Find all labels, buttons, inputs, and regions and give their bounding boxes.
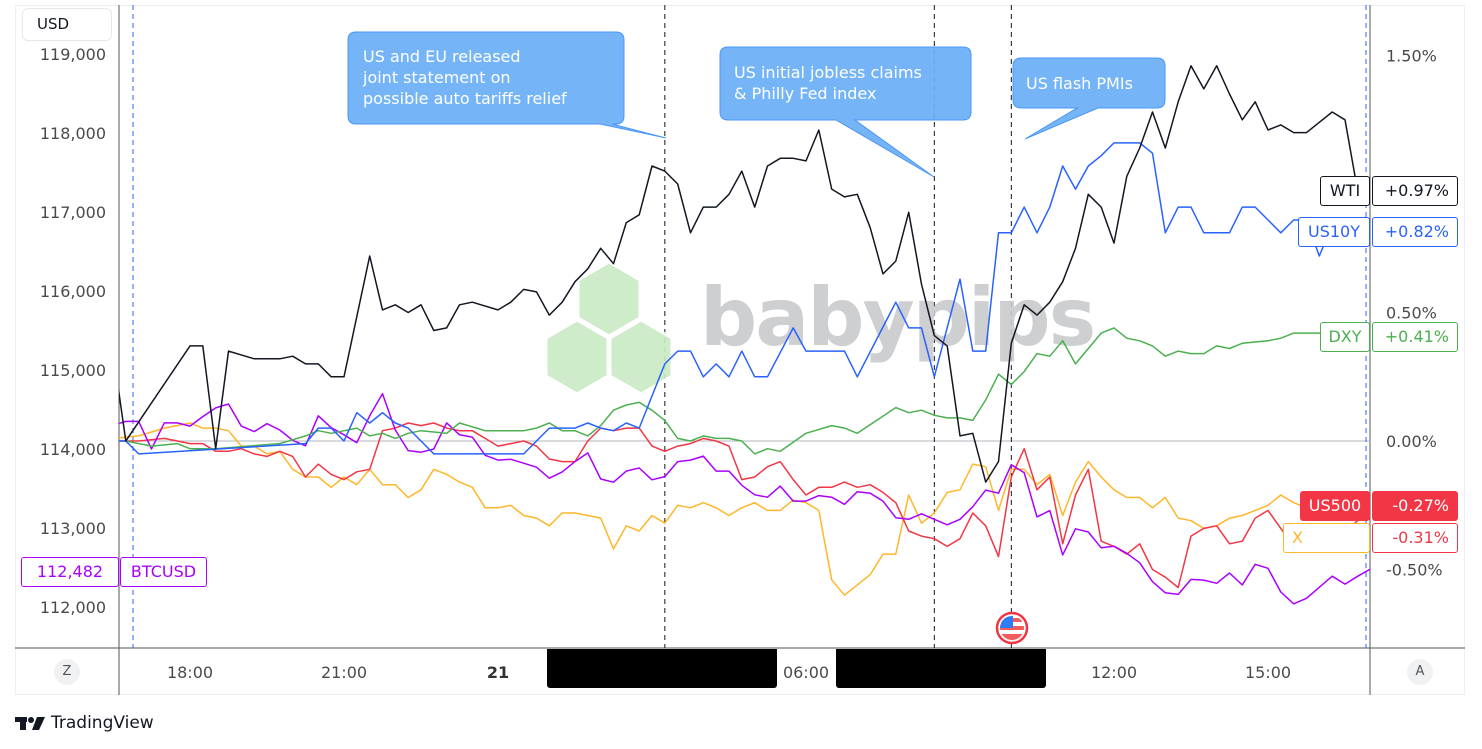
currency-button[interactable]: USD — [22, 8, 112, 41]
left-axis-tick-label: 113,000 — [40, 519, 106, 538]
time-axis-tick-label: 21:00 — [321, 663, 367, 682]
time-axis-tick-label: 21 — [487, 663, 509, 682]
us10y-value-label: +0.82% — [1372, 217, 1458, 247]
crosshair-time-label-0830: Thu 21 Aug '25 08:30 — [836, 649, 1046, 717]
us500-value-label: -0.27% — [1372, 491, 1458, 521]
series-line-wti[interactable] — [113, 65, 1359, 483]
series-line-xauusd[interactable] — [113, 422, 1358, 596]
tradingview-logo[interactable]: TradingView — [15, 712, 154, 734]
series-line-us10y[interactable] — [113, 142, 1359, 455]
cube-logo-icon — [544, 260, 674, 396]
crosshair-time: 08:30 — [991, 697, 1041, 717]
left-axis-tick-label: 116,000 — [40, 282, 106, 301]
series-wti[interactable] — [112, 64, 1360, 483]
right-axis-tick-label: 0.50% — [1386, 304, 1437, 323]
right-axis-tick-label: 0.00% — [1386, 432, 1437, 451]
series-us500[interactable] — [112, 422, 1360, 590]
series-us10y[interactable] — [112, 141, 1360, 455]
left-axis-tick-label: 115,000 — [40, 361, 106, 380]
callout-auto-tariffs[interactable] — [347, 31, 667, 139]
xau-value-label: -0.31% — [1372, 523, 1458, 553]
left-axis-tick-label: 112,000 — [40, 598, 106, 617]
series-layer — [112, 64, 1373, 605]
left-axis-tick-label: 117,000 — [40, 203, 106, 222]
event-lines — [664, 5, 1012, 648]
callout-flash-pmis[interactable] — [1012, 57, 1166, 140]
right-axis-tick-label: 1.50% — [1386, 47, 1437, 66]
crosshair-time-label-0315: Thu 21 Aug '25 03:15 — [547, 649, 777, 717]
right-axis-tick-label: -0.50% — [1386, 561, 1443, 580]
tradingview-logo-icon — [15, 717, 45, 730]
series-line-btcusd[interactable] — [113, 392, 1371, 605]
babypips-wordmark: babypips — [700, 271, 1094, 364]
btcusd-price-label: 112,482 — [21, 557, 119, 587]
wti-value-label: +0.97% — [1372, 176, 1458, 206]
left-axis-tick-label: 118,000 — [40, 124, 106, 143]
btcusd-name-label[interactable]: BTCUSD — [120, 557, 207, 587]
time-axis[interactable]: 18:00 21:00 21 06:00 12:00 15:00 — [167, 663, 1291, 682]
time-axis-tick-label: 18:00 — [167, 663, 213, 682]
us10y-name-label[interactable]: US10Y — [1298, 217, 1370, 247]
right-percent-axis[interactable]: 1.50% 0.50% 0.00% -0.50% — [1386, 47, 1443, 580]
callout-text-jobless-claims: US initial jobless claims & Philly Fed i… — [734, 63, 922, 103]
time-axis-tick-label: 12:00 — [1091, 663, 1137, 682]
auto-scale-left-button[interactable]: Z — [54, 659, 80, 685]
dxy-value-label: +0.41% — [1372, 322, 1458, 352]
babypips-watermark: babypips — [544, 260, 1096, 396]
us-flag-event-icon[interactable] — [995, 611, 1029, 645]
series-line-dxy[interactable] — [113, 327, 1358, 455]
left-axis-tick-label: 114,000 — [40, 440, 106, 459]
series-btcusd[interactable] — [112, 392, 1373, 605]
callout-text-flash-pmis: US flash PMIs — [1026, 74, 1133, 93]
xau-name-label[interactable]: X — [1283, 523, 1370, 553]
time-axis-tick-label: 06:00 — [783, 663, 829, 682]
crosshair-date: Thu 21 Aug '25 — [570, 697, 700, 717]
chart-frame — [15, 5, 1465, 695]
callout-jobless-claims[interactable] — [719, 46, 972, 178]
series-xauusd[interactable] — [112, 422, 1360, 597]
series-dxy[interactable] — [112, 326, 1360, 455]
wti-name-label[interactable]: WTI — [1320, 176, 1370, 206]
crosshair-date: Thu 21 Aug '25 — [851, 697, 982, 717]
tradingview-wordmark: TradingView — [51, 713, 154, 733]
crosshair-time: 03:15 — [715, 697, 765, 717]
callout-text-auto-tariffs: US and EU released joint statement on po… — [363, 47, 567, 108]
dxy-name-label[interactable]: DXY — [1320, 322, 1370, 352]
left-price-axis[interactable]: 119,000 118,000 117,000 116,000 115,000 114,0… — [40, 45, 106, 617]
auto-scale-right-button[interactable]: A — [1407, 659, 1433, 685]
time-axis-tick-label: 15:00 — [1245, 663, 1291, 682]
series-line-us500[interactable] — [113, 422, 1359, 589]
us500-name-label[interactable]: US500 — [1300, 491, 1370, 521]
left-axis-tick-label: 119,000 — [40, 45, 106, 64]
